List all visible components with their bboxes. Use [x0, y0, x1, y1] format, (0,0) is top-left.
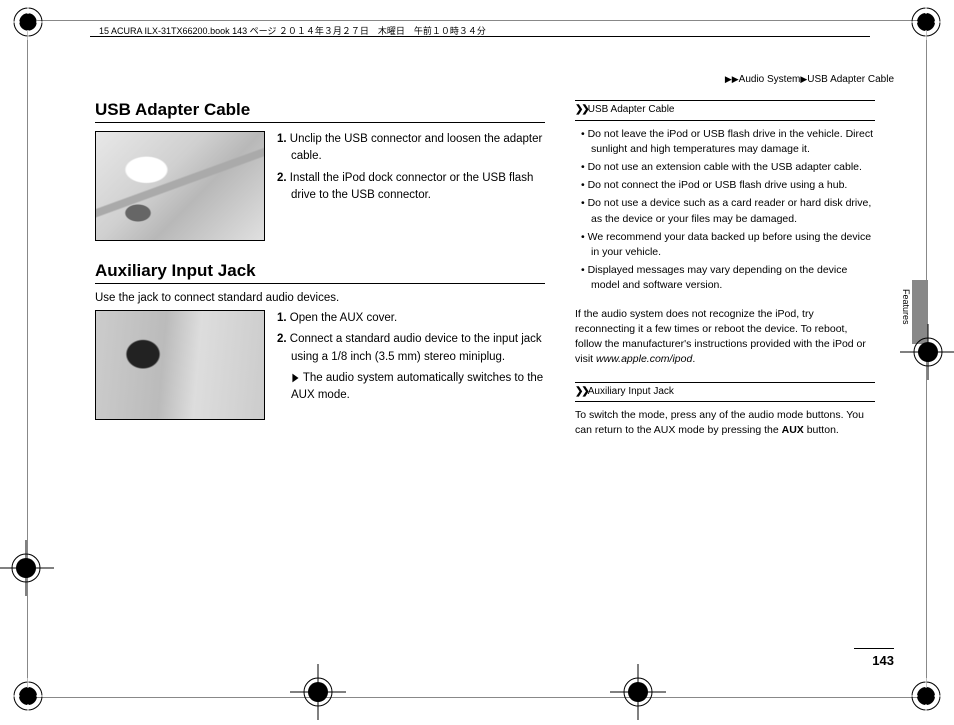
- page-number: 143: [854, 648, 894, 668]
- section2-body: 1. Open the AUX cover. 2. Connect a stan…: [95, 310, 545, 420]
- section2-intro: Use the jack to connect standard audio d…: [95, 292, 545, 304]
- sidebar-box2-header: ❯❯Auxiliary Input Jack: [575, 382, 875, 403]
- note-text: The audio system automatically switches …: [291, 372, 543, 401]
- step: 2. Install the iPod dock connector or th…: [277, 170, 545, 205]
- chevron-icon: ❯❯: [575, 104, 588, 115]
- para-link: www.apple.com/ipod: [596, 353, 692, 365]
- step: 1. Open the AUX cover.: [277, 310, 545, 327]
- step-text: Unclip the USB connector and loosen the …: [290, 133, 543, 162]
- section1-body: 1. Unclip the USB connector and loosen t…: [95, 131, 545, 241]
- breadcrumb-level2: USB Adapter Cable: [807, 74, 894, 85]
- breadcrumb-level1: Audio System: [739, 74, 801, 85]
- registration-mark-icon: [8, 676, 48, 716]
- step-text: Open the AUX cover.: [290, 312, 397, 324]
- registration-mark-icon: [906, 676, 946, 716]
- section2-title: Auxiliary Input Jack: [95, 261, 545, 284]
- crop-mark-icon: [0, 540, 54, 596]
- step-num: 2.: [277, 172, 287, 184]
- sidebar-box1-para: If the audio system does not recognize t…: [575, 307, 875, 368]
- list-item: Do not use an extension cable with the U…: [581, 160, 875, 175]
- para-post: .: [692, 353, 695, 365]
- list-item: Do not use a device such as a card reade…: [581, 196, 875, 226]
- breadcrumb-arrow-icon: ▶▶: [725, 74, 739, 84]
- step-num: 1.: [277, 133, 287, 145]
- triangle-icon: ▶: [292, 370, 298, 387]
- usb-illustration: [95, 131, 265, 241]
- section2-steps: 1. Open the AUX cover. 2. Connect a stan…: [277, 310, 545, 420]
- step-text: Connect a standard audio device to the i…: [290, 333, 542, 362]
- text-post: button.: [804, 424, 839, 436]
- list-item: Do not leave the iPod or USB flash drive…: [581, 127, 875, 157]
- chevron-icon: ❯❯: [575, 386, 588, 397]
- text-bold: AUX: [782, 424, 804, 436]
- sidebar-box1-list: Do not leave the iPod or USB flash drive…: [575, 127, 875, 307]
- step-num: 1.: [277, 312, 287, 324]
- content-area: USB Adapter Cable 1. Unclip the USB conn…: [95, 100, 875, 440]
- step: 1. Unclip the USB connector and loosen t…: [277, 131, 545, 166]
- crop-mark-icon: [900, 324, 954, 380]
- aux-illustration: [95, 310, 265, 420]
- main-column: USB Adapter Cable 1. Unclip the USB conn…: [95, 100, 545, 440]
- registration-mark-icon: [8, 2, 48, 42]
- list-item: Do not connect the iPod or USB flash dri…: [581, 178, 875, 193]
- crop-mark-icon: [610, 664, 666, 720]
- sidebar-box2-text: To switch the mode, press any of the aud…: [575, 408, 875, 438]
- step-note: ▶ The audio system automatically switche…: [277, 370, 545, 405]
- sidebar-box2-title: Auxiliary Input Jack: [588, 386, 674, 397]
- step-text: Install the iPod dock connector or the U…: [290, 172, 534, 201]
- sidebar-box1-title: USB Adapter Cable: [588, 104, 675, 115]
- crop-mark-icon: [290, 664, 346, 720]
- sidebar-box1-header: ❯❯USB Adapter Cable: [575, 100, 875, 121]
- header-rule: [90, 36, 870, 37]
- step: 2. Connect a standard audio device to th…: [277, 331, 545, 366]
- section1-title: USB Adapter Cable: [95, 100, 545, 123]
- registration-mark-icon: [906, 2, 946, 42]
- chapter-tab-label: Features: [901, 289, 910, 325]
- step-num: 2.: [277, 333, 287, 345]
- list-item: Displayed messages may vary depending on…: [581, 263, 875, 293]
- sidebar-column: ❯❯USB Adapter Cable Do not leave the iPo…: [575, 100, 875, 439]
- list-item: We recommend your data backed up before …: [581, 230, 875, 260]
- breadcrumb: ▶▶Audio System▶USB Adapter Cable: [725, 74, 894, 85]
- section1-steps: 1. Unclip the USB connector and loosen t…: [277, 131, 545, 241]
